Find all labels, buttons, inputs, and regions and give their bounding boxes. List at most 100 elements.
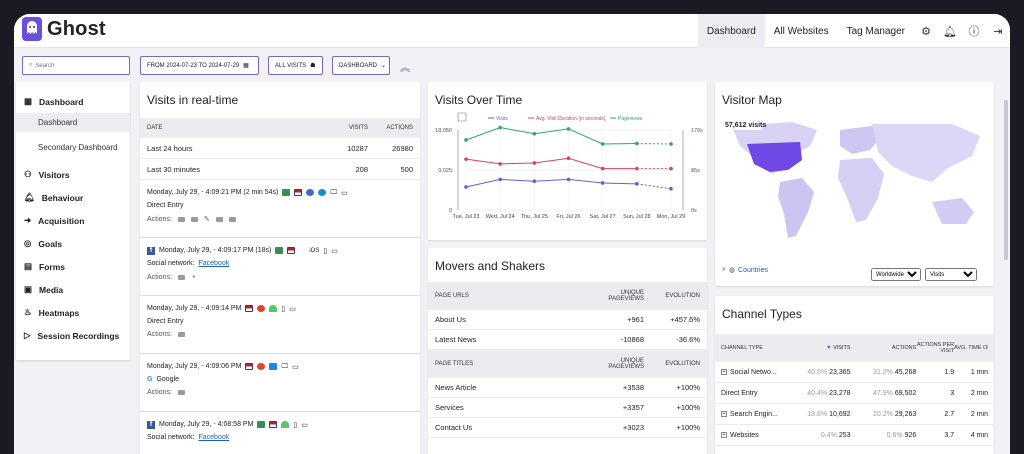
channel-name-cell: +Websites: [721, 432, 805, 439]
zoom-icon[interactable]: ⌕: [722, 266, 726, 274]
sidebar-item-forms[interactable]: ▤Forms: [16, 255, 130, 278]
nav-dashboard[interactable]: Dashboard: [698, 14, 765, 48]
sidebar-item-goals[interactable]: ◎Goals: [16, 232, 130, 255]
desktop-icon: 🖵: [281, 363, 288, 371]
row-visits: 208: [328, 165, 368, 174]
visit-time: Monday, July 29, - 4:09:06 PM: [147, 363, 241, 370]
expand-icon[interactable]: +: [721, 369, 727, 375]
data-point: [464, 185, 468, 189]
nav-tag-manager[interactable]: Tag Manager: [838, 14, 914, 48]
visit-entry[interactable]: Monday, July 29, - 4:09:14 PM▯▭ Direct E…: [140, 296, 420, 354]
sidebar-item-media[interactable]: ▣Media: [16, 278, 130, 301]
col-unique-pageviews: UNIQUE PAGEVIEWS: [584, 290, 644, 302]
sidebar-item-visitors[interactable]: ⚇Visitors: [16, 163, 130, 186]
data-point: [533, 132, 537, 136]
globe-icon: ◍: [729, 266, 735, 274]
series-line-partial: [637, 184, 671, 189]
expand-icon[interactable]: +: [721, 411, 727, 417]
col-unique-pageviews: UNIQUE PAGEVIEWS: [584, 358, 644, 370]
folder-icon[interactable]: [229, 217, 236, 222]
table-row[interactable]: Services+3357+100%: [428, 398, 707, 418]
source-link[interactable]: Facebook: [198, 260, 229, 267]
row-actions: 26980: [368, 144, 413, 153]
visit-entry[interactable]: Monday, July 29, - 4:09:21 PM (2 min 54s…: [140, 180, 420, 238]
folder-icon[interactable]: [178, 390, 185, 395]
channel-table-header: CHANNEL TYPE ▼ VISITS ACTIONS ACTIONS PE…: [715, 334, 994, 362]
visit-source: Social network:: [147, 434, 194, 441]
x-tick-label: Wed, Jul 24: [486, 214, 515, 220]
folder-icon[interactable]: [178, 332, 185, 337]
search-box[interactable]: ⌕: [22, 56, 130, 75]
source-link[interactable]: Facebook: [198, 434, 229, 441]
table-row[interactable]: Latest News-10868-36.6%: [428, 330, 707, 350]
app-name: Ghost: [47, 18, 106, 41]
data-point: [669, 167, 673, 171]
info-icon[interactable]: ⓘ: [962, 14, 986, 48]
plus-icon[interactable]: ✦: [191, 273, 197, 281]
visit-time: Monday, July 29, - 4:09:17 PM (18s): [159, 247, 271, 254]
col-visits[interactable]: ▼ VISITS: [805, 345, 851, 351]
countries-link[interactable]: Countries: [738, 267, 768, 274]
row-evolution: +100%: [644, 403, 700, 412]
sidebar-subitem-dashboard[interactable]: Dashboard: [16, 113, 130, 132]
phone-icon: ▯: [281, 305, 285, 313]
sidebar-item-heatmaps[interactable]: ♨Heatmaps: [16, 301, 130, 324]
data-point: [498, 126, 502, 130]
folder-icon[interactable]: [191, 217, 198, 222]
sidebar: ▦Dashboard Dashboard Secondary Dashboard…: [16, 82, 130, 360]
expand-icon[interactable]: +: [721, 432, 727, 438]
actions-value: 29,263: [895, 411, 916, 418]
logo[interactable]: Ghost: [22, 17, 106, 41]
folder-icon[interactable]: [216, 217, 223, 222]
col-evolution: EVOLUTION: [644, 293, 700, 299]
table-row[interactable]: News Article+3538+100%: [428, 378, 707, 398]
sidebar-item-session-recordings[interactable]: ▷Session Recordings: [16, 324, 130, 347]
segment-selector[interactable]: ALL VISITS ☗: [268, 56, 323, 75]
sidebar-item-label: Forms: [39, 262, 65, 272]
data-point: [669, 142, 673, 146]
x-tick-label: Sun, Jul 28: [623, 214, 651, 220]
avg-time-value: 2 min: [954, 411, 988, 418]
x-tick-label: Tue, Jul 23: [452, 214, 479, 220]
calendar-icon: ▦: [243, 62, 249, 69]
page-scrollbar[interactable]: [1004, 100, 1008, 260]
data-point: [464, 157, 468, 161]
visit-source: Direct Entry: [147, 315, 413, 328]
folder-icon[interactable]: [178, 275, 185, 280]
world-map[interactable]: 57,612 visits: [722, 116, 987, 248]
device-icon: ▭: [289, 305, 296, 313]
sidebar-item-dashboard[interactable]: ▦Dashboard: [16, 90, 130, 113]
map-scope-select[interactable]: Worldwide: [871, 268, 921, 281]
channel-types-widget: Channel Types CHANNEL TYPE ▼ VISITS ACTI…: [715, 296, 994, 454]
actions-percent: 47.9%: [873, 390, 893, 397]
sidebar-item-behaviour[interactable]: 🔔︎Behaviour: [16, 186, 130, 209]
table-row[interactable]: About Us+961+457.6%: [428, 310, 707, 330]
date-range-selector[interactable]: FROM 2024-07-23 TO 2024-07-29 ▦: [140, 56, 259, 75]
row-label: Contact Us: [435, 423, 584, 432]
top-bar: Ghost Dashboard All Websites Tag Manager…: [14, 14, 1010, 48]
edit-icon[interactable]: ✎: [204, 215, 210, 223]
map-metric-select[interactable]: Visits: [925, 268, 977, 281]
logout-icon[interactable]: ⇥: [986, 14, 1010, 48]
folder-icon[interactable]: [178, 217, 185, 222]
collapse-icon[interactable]: ︽: [400, 59, 410, 74]
android-icon: [281, 421, 289, 428]
col-visits-label: VISITS: [833, 345, 850, 351]
sidebar-subitem-secondary-dashboard[interactable]: Secondary Dashboard: [16, 132, 130, 163]
nav-all-websites[interactable]: All Websites: [765, 14, 838, 48]
dashboard-selector[interactable]: DASHBOARD ⌄: [332, 56, 390, 75]
sidebar-item-acquisition[interactable]: ➜Acquisition: [16, 209, 130, 232]
gear-icon[interactable]: ⚙: [914, 14, 938, 48]
table-row[interactable]: Contact Us+3023+100%: [428, 418, 707, 438]
map-visits-badge: 57,612 visits: [725, 122, 766, 129]
visits-percent: 18.6%: [807, 411, 827, 418]
search-input[interactable]: [35, 63, 115, 69]
bell-icon[interactable]: 🔔︎: [938, 14, 962, 48]
